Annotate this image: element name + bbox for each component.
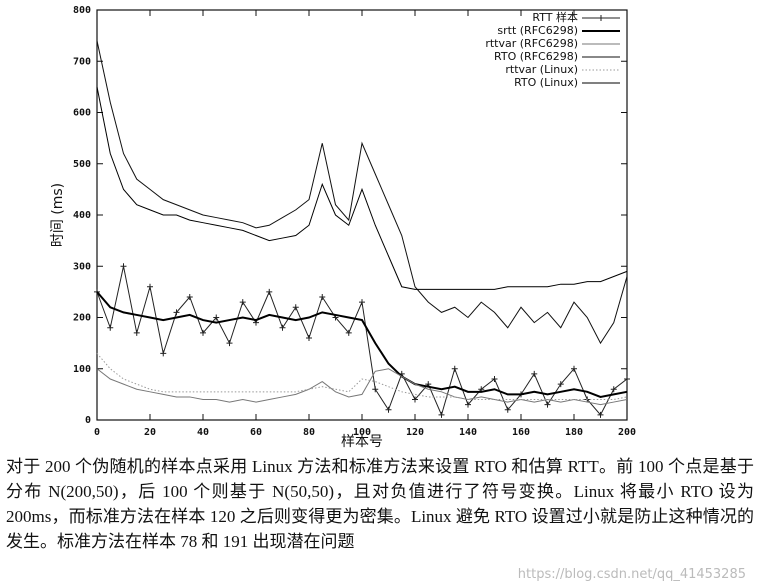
data-point xyxy=(385,406,392,413)
data-point xyxy=(412,396,418,403)
data-point xyxy=(531,370,538,377)
legend-label: rttvar (Linux) xyxy=(505,63,578,76)
data-point xyxy=(239,299,246,306)
data-point xyxy=(306,335,312,341)
chart: 样本号 时间 (ms) 0 100 200 300 400 500 600 700 800 0 20… xyxy=(50,5,636,450)
data-point xyxy=(120,263,127,270)
legend-marker xyxy=(598,15,604,21)
data-point xyxy=(200,329,206,336)
data-point xyxy=(451,365,458,372)
data-point xyxy=(213,314,220,321)
data-point xyxy=(491,376,498,382)
x-axis-label: 样本号 xyxy=(341,434,383,450)
series-line xyxy=(96,353,628,400)
data-point xyxy=(359,299,365,306)
data-point xyxy=(465,401,471,408)
x-tick-label: 200 xyxy=(618,427,636,438)
series-line xyxy=(96,291,628,398)
x-tick-label: 20 xyxy=(144,427,156,438)
data-point xyxy=(544,401,551,408)
y-tick-label: 700 xyxy=(73,56,91,67)
series-line xyxy=(96,266,628,417)
data-point xyxy=(610,386,617,393)
data-point xyxy=(504,406,511,413)
x-tick-label: 120 xyxy=(406,427,424,438)
data-point xyxy=(319,294,326,300)
x-tick-label: 180 xyxy=(565,427,583,438)
y-tick-label: 400 xyxy=(73,210,91,221)
data-point xyxy=(107,324,114,331)
data-point xyxy=(557,381,564,388)
x-tick-label: 80 xyxy=(303,427,315,438)
data-point xyxy=(372,386,379,393)
series-line xyxy=(96,40,628,345)
data-point xyxy=(624,376,630,382)
caption: 对于 200 个伪随机的样本点采用 Linux 方法和标准方法来设置 RTO 和… xyxy=(6,457,754,551)
data-point xyxy=(266,288,273,295)
series-line xyxy=(96,86,628,290)
series-line xyxy=(96,368,628,406)
x-tick-label: 40 xyxy=(197,427,209,438)
data-point xyxy=(226,340,233,347)
watermark: https://blog.csdn.net/qq_41453285 xyxy=(517,567,746,582)
data-point xyxy=(571,365,577,372)
y-tick-label: 600 xyxy=(73,108,91,119)
legend-label: RTT 样本 xyxy=(532,10,578,24)
x-tick-label: 0 xyxy=(94,427,100,438)
x-tick-label: 100 xyxy=(353,427,371,438)
x-tick-label: 160 xyxy=(512,427,530,438)
data-point xyxy=(345,329,352,336)
data-point xyxy=(133,329,140,336)
x-tick-label: 60 xyxy=(250,427,262,438)
data-point xyxy=(597,411,604,418)
legend-label: RTO (RFC6298) xyxy=(494,50,578,63)
legend-label: srtt (RFC6298) xyxy=(497,24,578,37)
data-point xyxy=(292,304,299,311)
y-tick-label: 100 xyxy=(73,364,91,375)
data-point xyxy=(147,283,153,290)
data-point xyxy=(438,411,445,418)
legend-label: RTO (Linux) xyxy=(514,76,578,89)
x-tick-label: 140 xyxy=(459,427,477,438)
data-point xyxy=(160,350,167,357)
y-tick-label: 0 xyxy=(85,415,91,426)
y-tick-label: 500 xyxy=(73,159,91,170)
y-tick-label: 800 xyxy=(73,5,91,16)
data-point xyxy=(186,294,193,300)
y-tick-label: 300 xyxy=(73,261,91,272)
legend-label: rttvar (RFC6298) xyxy=(485,37,578,50)
data-point xyxy=(173,309,180,316)
y-tick-label: 200 xyxy=(73,313,91,324)
data-point xyxy=(279,324,286,331)
y-axis-label: 时间 (ms) xyxy=(50,183,66,247)
